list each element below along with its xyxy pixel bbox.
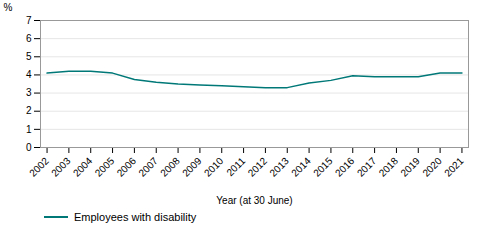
svg-text:2007: 2007 — [136, 155, 160, 179]
svg-text:2: 2 — [26, 105, 32, 116]
svg-text:2015: 2015 — [311, 155, 335, 179]
svg-text:2004: 2004 — [71, 155, 95, 179]
svg-text:Year (at 30 June): Year (at 30 June) — [216, 195, 292, 206]
html-text:Employees with disability: Employees with disability — [74, 211, 197, 223]
svg-text:2013: 2013 — [267, 155, 291, 179]
svg-text:2005: 2005 — [93, 155, 117, 179]
svg-text:2006: 2006 — [115, 155, 139, 179]
svg-text:2021: 2021 — [442, 155, 466, 179]
svg-text:2019: 2019 — [398, 155, 422, 179]
svg-text:3: 3 — [26, 87, 32, 98]
svg-text:2018: 2018 — [377, 155, 401, 179]
svg-text:2002: 2002 — [27, 155, 51, 179]
svg-text:5: 5 — [26, 51, 32, 62]
svg-text:%: % — [4, 2, 13, 13]
svg-text:2009: 2009 — [180, 155, 204, 179]
svg-text:2017: 2017 — [355, 155, 379, 179]
svg-text:2008: 2008 — [158, 155, 182, 179]
svg-text:2016: 2016 — [333, 155, 357, 179]
svg-text:2003: 2003 — [49, 155, 73, 179]
svg-text:4: 4 — [26, 69, 32, 80]
svg-text:2011: 2011 — [224, 155, 247, 178]
svg-text:7: 7 — [26, 15, 32, 26]
svg-text:6: 6 — [26, 33, 32, 44]
svg-text:2012: 2012 — [246, 155, 270, 179]
svg-text:1: 1 — [26, 124, 32, 135]
svg-text:2020: 2020 — [420, 155, 444, 179]
svg-text:2010: 2010 — [202, 155, 226, 179]
svg-text:0: 0 — [26, 142, 32, 153]
svg-text:2014: 2014 — [289, 155, 313, 179]
